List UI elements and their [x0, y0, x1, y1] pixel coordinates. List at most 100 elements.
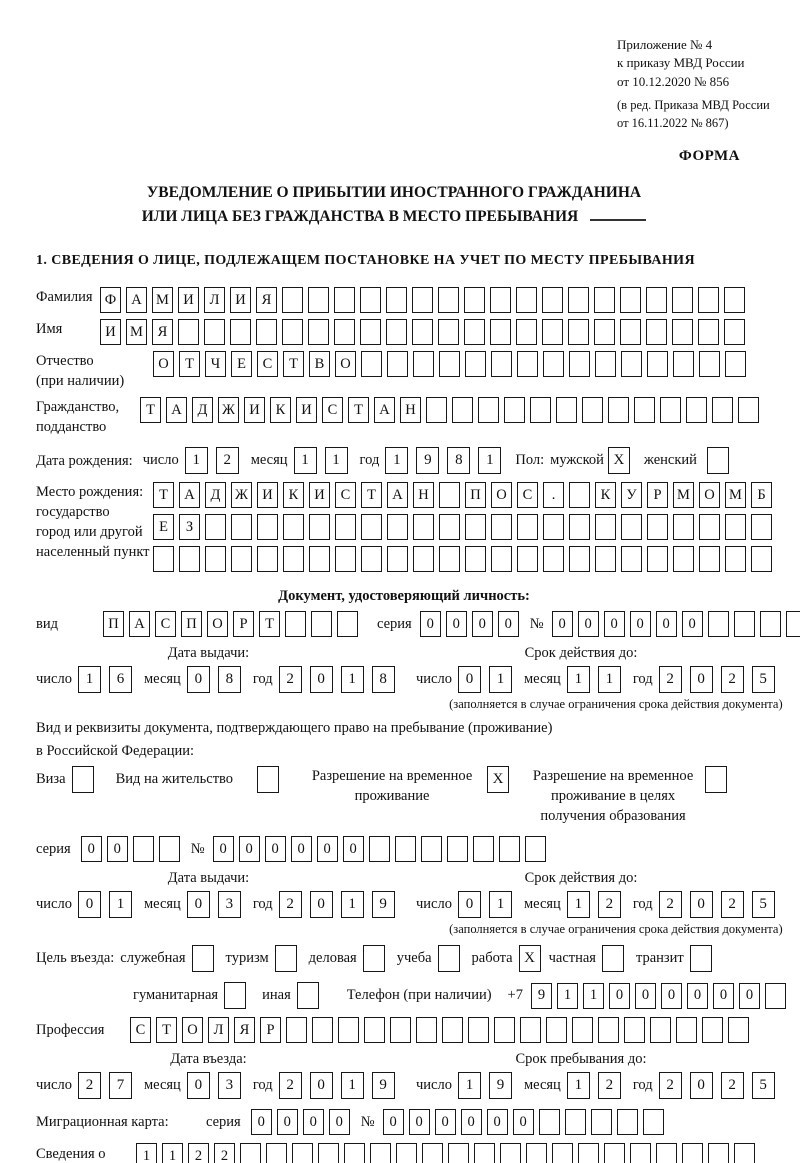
char-box[interactable]: [702, 1017, 723, 1044]
char-box[interactable]: О: [335, 351, 356, 378]
char-box[interactable]: [312, 1017, 333, 1044]
char-box[interactable]: 0: [408, 1109, 430, 1136]
char-box[interactable]: [468, 1017, 489, 1044]
digit-box[interactable]: 2: [720, 891, 744, 919]
char-box[interactable]: [364, 1017, 385, 1044]
char-box[interactable]: [446, 836, 468, 863]
char-box[interactable]: 0: [712, 982, 734, 1009]
char-box[interactable]: 0: [212, 836, 234, 863]
digit-box[interactable]: 7: [108, 1072, 132, 1100]
char-box[interactable]: [498, 836, 520, 863]
char-box[interactable]: [318, 1143, 339, 1163]
temp-residence-education-checkbox[interactable]: [705, 766, 728, 794]
char-box[interactable]: [387, 546, 408, 573]
char-box[interactable]: [442, 1017, 463, 1044]
digit-box[interactable]: 2: [658, 666, 682, 694]
char-box[interactable]: [621, 546, 642, 573]
char-box[interactable]: К: [283, 482, 304, 509]
char-box[interactable]: [517, 514, 538, 541]
char-box[interactable]: 0: [512, 1109, 534, 1136]
char-box[interactable]: [396, 1143, 417, 1163]
char-box[interactable]: [413, 351, 434, 378]
char-box[interactable]: Т: [348, 397, 369, 424]
digit-box[interactable]: 0: [457, 891, 481, 919]
temp-residence-checkbox[interactable]: X: [487, 766, 510, 794]
char-box[interactable]: [491, 514, 512, 541]
digit-box[interactable]: 1: [340, 891, 364, 919]
char-box[interactable]: У: [621, 482, 642, 509]
char-box[interactable]: И: [178, 287, 199, 314]
char-box[interactable]: [158, 836, 180, 863]
char-box[interactable]: С: [517, 482, 538, 509]
char-box[interactable]: [394, 836, 416, 863]
char-box[interactable]: [426, 397, 447, 424]
char-box[interactable]: [286, 1017, 307, 1044]
char-box[interactable]: [361, 514, 382, 541]
char-box[interactable]: 0: [497, 611, 519, 638]
digit-box[interactable]: 0: [309, 891, 333, 919]
digit-box[interactable]: 0: [689, 666, 713, 694]
char-box[interactable]: Ж: [231, 482, 252, 509]
char-box[interactable]: Я: [234, 1017, 255, 1044]
char-box[interactable]: [311, 611, 332, 638]
char-box[interactable]: М: [725, 482, 746, 509]
char-box[interactable]: 2: [188, 1143, 209, 1163]
char-box[interactable]: [530, 397, 551, 424]
char-box[interactable]: С: [155, 611, 176, 638]
char-box[interactable]: [552, 1143, 573, 1163]
digit-box[interactable]: 1: [566, 666, 590, 694]
purpose-official-checkbox[interactable]: [191, 945, 214, 973]
digit-box[interactable]: 0: [309, 1072, 333, 1100]
char-box[interactable]: [205, 514, 226, 541]
char-box[interactable]: [546, 1017, 567, 1044]
char-box[interactable]: [568, 319, 589, 346]
char-box[interactable]: [569, 351, 590, 378]
char-box[interactable]: Т: [140, 397, 161, 424]
char-box[interactable]: [590, 1109, 612, 1136]
char-box[interactable]: [335, 546, 356, 573]
char-box[interactable]: [153, 546, 174, 573]
char-box[interactable]: [569, 546, 590, 573]
char-box[interactable]: 0: [302, 1109, 324, 1136]
digit-box[interactable]: 1: [340, 666, 364, 694]
digit-box[interactable]: 1: [488, 666, 512, 694]
char-box[interactable]: 0: [634, 982, 656, 1009]
char-box[interactable]: И: [296, 397, 317, 424]
char-box[interactable]: [309, 546, 330, 573]
char-box[interactable]: И: [244, 397, 265, 424]
char-box[interactable]: 0: [276, 1109, 298, 1136]
char-box[interactable]: Е: [153, 514, 174, 541]
char-box[interactable]: [620, 319, 641, 346]
char-box[interactable]: Е: [231, 351, 252, 378]
char-box[interactable]: [361, 546, 382, 573]
char-box[interactable]: 0: [608, 982, 630, 1009]
char-box[interactable]: [672, 319, 693, 346]
char-box[interactable]: [595, 514, 616, 541]
char-box[interactable]: [283, 514, 304, 541]
char-box[interactable]: Д: [192, 397, 213, 424]
char-box[interactable]: [231, 514, 252, 541]
char-box[interactable]: 0: [471, 611, 493, 638]
char-box[interactable]: [335, 514, 356, 541]
char-box[interactable]: [520, 1017, 541, 1044]
char-box[interactable]: [616, 1109, 638, 1136]
residence-permit-checkbox[interactable]: [257, 766, 280, 794]
char-box[interactable]: [598, 1017, 619, 1044]
char-box[interactable]: [604, 1143, 625, 1163]
digit-box[interactable]: 9: [371, 891, 395, 919]
char-box[interactable]: [465, 351, 486, 378]
char-box[interactable]: С: [257, 351, 278, 378]
digit-box[interactable]: 0: [689, 1072, 713, 1100]
char-box[interactable]: [337, 611, 358, 638]
char-box[interactable]: [439, 351, 460, 378]
char-box[interactable]: Н: [413, 482, 434, 509]
char-box[interactable]: [465, 546, 486, 573]
char-box[interactable]: [712, 397, 733, 424]
digit-box[interactable]: 5: [751, 1072, 775, 1100]
char-box[interactable]: 0: [686, 982, 708, 1009]
digit-box[interactable]: 1: [478, 447, 502, 475]
purpose-business-checkbox[interactable]: [362, 945, 385, 973]
char-box[interactable]: [390, 1017, 411, 1044]
char-box[interactable]: [673, 546, 694, 573]
char-box[interactable]: А: [179, 482, 200, 509]
